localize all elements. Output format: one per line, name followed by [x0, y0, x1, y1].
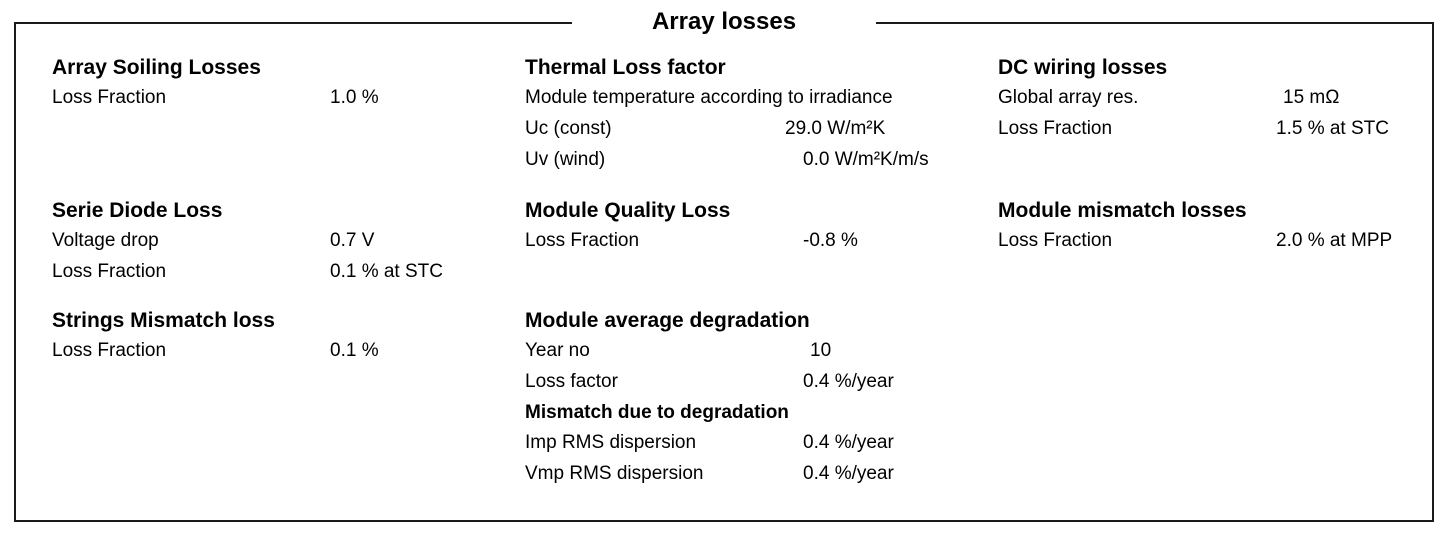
row-value: 10	[810, 340, 832, 361]
row-note: Module temperature according to irradian…	[525, 87, 893, 108]
row-value: 0.4 %/year	[803, 432, 894, 453]
row-label: Global array res.	[998, 87, 1139, 108]
row-value: 0.4 %/year	[803, 463, 894, 484]
row-label: Uv (wind)	[525, 149, 606, 170]
data-row: Loss Fraction 2.0 % at MPP	[998, 225, 1418, 256]
data-row: Loss Fraction 1.0 %	[52, 82, 482, 113]
strings-mismatch-section: Strings Mismatch loss Loss Fraction 0.1 …	[52, 307, 482, 366]
row-label: Loss Fraction	[52, 340, 167, 361]
data-row: Loss Fraction 0.1 %	[52, 335, 482, 366]
row-value: 0.4 %/year	[803, 371, 894, 392]
section-title: Module average degradation	[525, 309, 810, 332]
data-row: Loss Fraction 0.1 % at STC	[52, 256, 482, 287]
section-title: Thermal Loss factor	[525, 56, 726, 79]
row-value: 0.0 W/m²K/m/s	[803, 149, 929, 170]
dc-wiring-section: DC wiring losses Global array res. 15 mΩ…	[998, 54, 1418, 144]
row-label: Imp RMS dispersion	[525, 432, 697, 453]
row-value: 0.7 V	[330, 230, 375, 251]
row-label: Voltage drop	[52, 230, 159, 251]
row-label: Vmp RMS dispersion	[525, 463, 704, 484]
row-label: Loss factor	[525, 371, 618, 392]
row-label: Loss Fraction	[998, 230, 1113, 251]
row-label: Uc (const)	[525, 118, 612, 139]
section-title: Module mismatch losses	[998, 199, 1247, 222]
row-value: 15 mΩ	[1283, 87, 1340, 108]
module-quality-section: Module Quality Loss Loss Fraction -0.8 %	[525, 197, 965, 256]
data-row: Imp RMS dispersion 0.4 %/year	[525, 427, 965, 458]
data-row: Loss Fraction -0.8 %	[525, 225, 965, 256]
row-label: Loss Fraction	[52, 261, 167, 282]
row-value: 1.5 % at STC	[1276, 118, 1389, 139]
module-mismatch-section: Module mismatch losses Loss Fraction 2.0…	[998, 197, 1418, 256]
frame-title: Array losses	[572, 4, 876, 40]
module-degradation-section: Module average degradation Year no 10 Lo…	[525, 307, 965, 489]
data-row: Vmp RMS dispersion 0.4 %/year	[525, 458, 965, 489]
row-label: Year no	[525, 340, 590, 361]
data-row: Global array res. 15 mΩ	[998, 82, 1418, 113]
section-title: Array Soiling Losses	[52, 56, 261, 79]
data-row: Voltage drop 0.7 V	[52, 225, 482, 256]
data-row: Uv (wind) 0.0 W/m²K/m/s	[525, 144, 965, 175]
row-value: 2.0 % at MPP	[1276, 230, 1393, 251]
section-title: DC wiring losses	[998, 56, 1168, 79]
section-title: Serie Diode Loss	[52, 199, 223, 222]
section-title: Strings Mismatch loss	[52, 309, 275, 332]
thermal-loss-section: Thermal Loss factor Module temperature a…	[525, 54, 965, 175]
row-value: 0.1 % at STC	[330, 261, 443, 282]
data-row: Loss Fraction 1.5 % at STC	[998, 113, 1418, 144]
row-value: 1.0 %	[330, 87, 379, 108]
data-row: Module temperature according to irradian…	[525, 82, 965, 113]
data-row: Loss factor 0.4 %/year	[525, 366, 965, 397]
row-label: Loss Fraction	[52, 87, 167, 108]
data-row: Year no 10	[525, 335, 965, 366]
data-row: Uc (const) 29.0 W/m²K	[525, 113, 965, 144]
array-soiling-section: Array Soiling Losses Loss Fraction 1.0 %	[52, 54, 482, 113]
row-value: -0.8 %	[803, 230, 858, 251]
subsection-title: Mismatch due to degradation	[525, 402, 789, 423]
serie-diode-section: Serie Diode Loss Voltage drop 0.7 V Loss…	[52, 197, 482, 287]
row-label: Loss Fraction	[525, 230, 640, 251]
row-value: 29.0 W/m²K	[785, 118, 886, 139]
row-value: 0.1 %	[330, 340, 379, 361]
section-title: Module Quality Loss	[525, 199, 731, 222]
row-label: Loss Fraction	[998, 118, 1113, 139]
